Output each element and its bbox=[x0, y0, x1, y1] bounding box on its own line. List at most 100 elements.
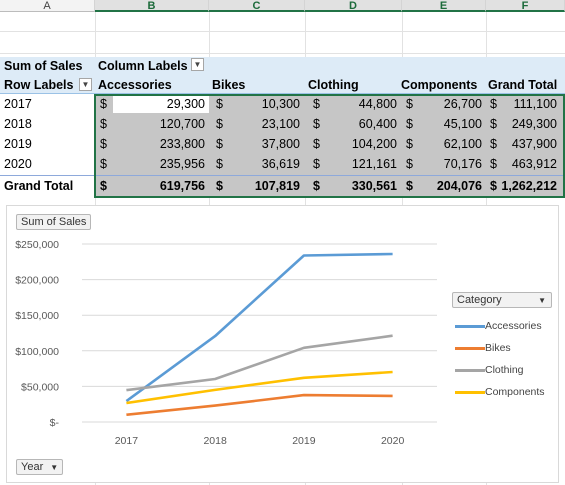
pivot-row-2019-value-cell[interactable]: 104,200 bbox=[351, 137, 397, 151]
pivot-row-2020-value-cell[interactable]: 463,912 bbox=[511, 157, 557, 171]
legend-item-clothing[interactable]: Clothing bbox=[485, 364, 524, 376]
currency-symbol: $ bbox=[406, 117, 413, 131]
column-header-c[interactable]: C bbox=[209, 0, 305, 12]
legend-swatch bbox=[455, 347, 485, 350]
column-header-b[interactable]: B bbox=[95, 0, 209, 12]
y-tick-label: $200,000 bbox=[15, 275, 59, 287]
currency-symbol: $ bbox=[100, 117, 107, 131]
line-chart: $250,000 $200,000 $150,000 $100,000 $50,000 $… bbox=[15, 239, 437, 447]
pivot-row-2018-label[interactable]: 2018 bbox=[4, 117, 32, 131]
legend-item-accessories[interactable]: Accessories bbox=[485, 320, 542, 332]
y-tick-label: $150,000 bbox=[15, 310, 59, 322]
column-header-bikes[interactable]: Bikes bbox=[212, 78, 246, 92]
pivot-row-2019-value-cell[interactable]: 62,100 bbox=[443, 137, 482, 151]
pivot-row-2017-value-cell[interactable]: 10,300 bbox=[261, 97, 300, 111]
pivot-row-2017-value-cell[interactable]: 44,800 bbox=[358, 97, 397, 111]
pivot-row-2020-value-cell[interactable]: 70,176 bbox=[443, 157, 482, 171]
pivot-row-2018-value-cell[interactable]: 45,100 bbox=[443, 117, 482, 131]
grand-total-line bbox=[0, 175, 565, 176]
y-tick-label: $- bbox=[50, 417, 60, 429]
currency-symbol: $ bbox=[100, 137, 107, 151]
column-header-components[interactable]: Components bbox=[401, 78, 478, 92]
pivot-row-2020-value-cell[interactable]: 121,161 bbox=[351, 157, 397, 171]
series-line-accessories[interactable] bbox=[125, 252, 393, 403]
selection-highlight bbox=[209, 95, 563, 113]
currency-symbol: $ bbox=[313, 179, 320, 193]
values-field-button[interactable]: Sum of Sales bbox=[16, 214, 92, 230]
series-line-clothing[interactable] bbox=[126, 334, 393, 392]
x-tick-label: 2019 bbox=[292, 435, 316, 447]
currency-symbol: $ bbox=[216, 179, 223, 193]
currency-symbol: $ bbox=[100, 179, 107, 193]
row-labels-filter-button[interactable]: ▼ bbox=[79, 78, 92, 91]
series-line-bikes[interactable] bbox=[126, 393, 393, 416]
selection-highlight bbox=[96, 113, 563, 196]
currency-symbol: $ bbox=[313, 117, 320, 131]
chevron-down-icon: ▼ bbox=[50, 463, 59, 472]
pivot-row-2019-value-cell[interactable]: 37,800 bbox=[261, 137, 300, 151]
series-line-components[interactable] bbox=[126, 370, 393, 405]
pivot-row-2020-value-cell[interactable]: 36,619 bbox=[261, 157, 300, 171]
grand-total-row-value-cell[interactable]: 330,561 bbox=[351, 179, 397, 193]
currency-symbol: $ bbox=[490, 117, 497, 131]
chevron-down-icon: ▼ bbox=[538, 296, 546, 305]
legend-item-bikes[interactable]: Bikes bbox=[485, 342, 511, 354]
column-header-a[interactable]: A bbox=[0, 0, 95, 12]
currency-symbol: $ bbox=[406, 97, 413, 111]
pivot-row-2018-value-cell[interactable]: 60,400 bbox=[358, 117, 397, 131]
pivot-row-2018-value-cell[interactable]: 249,300 bbox=[511, 117, 557, 131]
currency-symbol: $ bbox=[406, 179, 413, 193]
pivot-row-2020-value-cell[interactable]: 235,956 bbox=[159, 157, 205, 171]
currency-symbol: $ bbox=[216, 97, 223, 111]
category-field-label: Category bbox=[457, 294, 502, 306]
selection-highlight bbox=[96, 95, 113, 113]
grand-total-row-value-cell[interactable]: 619,756 bbox=[159, 179, 205, 193]
y-tick-label: $100,000 bbox=[15, 346, 59, 358]
x-tick-label: 2020 bbox=[381, 435, 405, 447]
pivot-row-2017-value-cell[interactable]: 26,700 bbox=[443, 97, 482, 111]
column-header-accessories[interactable]: Accessories bbox=[98, 78, 172, 92]
column-header-d[interactable]: D bbox=[305, 0, 402, 12]
legend-swatch bbox=[455, 325, 485, 328]
grand-total-row-value-cell[interactable]: 107,819 bbox=[254, 179, 300, 193]
grand-total-row-value-cell[interactable]: 1,262,212 bbox=[501, 179, 557, 193]
column-header-e[interactable]: E bbox=[402, 0, 486, 12]
legend-swatch bbox=[455, 369, 485, 372]
pivot-row-2020-label[interactable]: 2020 bbox=[4, 157, 32, 171]
pivot-row-2018-value-cell[interactable]: 120,700 bbox=[159, 117, 205, 131]
grid-line bbox=[0, 31, 565, 32]
pivot-row-2019-value-cell[interactable]: 437,900 bbox=[511, 137, 557, 151]
column-header-grand-total[interactable]: Grand Total bbox=[488, 78, 558, 92]
grid-line bbox=[0, 53, 565, 54]
currency-symbol: $ bbox=[100, 157, 107, 171]
pivot-row-labels[interactable]: Row Labels bbox=[4, 78, 74, 92]
currency-symbol: $ bbox=[313, 137, 320, 151]
pivot-row-2017-value-cell[interactable]: 29,300 bbox=[166, 97, 205, 111]
column-header-clothing[interactable]: Clothing bbox=[308, 78, 359, 92]
x-tick-label: 2017 bbox=[115, 435, 139, 447]
pivot-row-2019-value-cell[interactable]: 233,800 bbox=[159, 137, 205, 151]
pivot-row-2017-label[interactable]: 2017 bbox=[4, 97, 32, 111]
pivot-chart[interactable]: Sum of Sales $250,000 $200,000 $150,000 $10… bbox=[6, 205, 559, 483]
legend-item-components[interactable]: Components bbox=[485, 386, 545, 398]
year-field-button[interactable]: Year ▼ bbox=[16, 459, 64, 475]
pivot-row-2019-label[interactable]: 2019 bbox=[4, 137, 32, 151]
column-header-f[interactable]: F bbox=[486, 0, 565, 12]
currency-symbol: $ bbox=[100, 97, 107, 111]
currency-symbol: $ bbox=[406, 157, 413, 171]
currency-symbol: $ bbox=[313, 157, 320, 171]
pivot-header-band bbox=[0, 57, 565, 93]
y-tick-label: $250,000 bbox=[15, 239, 59, 251]
currency-symbol: $ bbox=[216, 157, 223, 171]
column-labels-filter-button[interactable]: ▼ bbox=[191, 58, 204, 71]
grand-total-row-value-cell[interactable]: 204,076 bbox=[436, 179, 482, 193]
pivot-values-label[interactable]: Sum of Sales bbox=[4, 59, 83, 73]
currency-symbol: $ bbox=[313, 97, 320, 111]
pivot-column-labels[interactable]: Column Labels bbox=[98, 59, 188, 73]
pivot-row-2018-value-cell[interactable]: 23,100 bbox=[261, 117, 300, 131]
category-field-button[interactable]: Category ▼ bbox=[452, 292, 552, 308]
currency-symbol: $ bbox=[490, 137, 497, 151]
pivot-row-2017-value-cell[interactable]: 111,100 bbox=[513, 97, 557, 111]
grand-total-row-label[interactable]: Grand Total bbox=[4, 179, 74, 193]
